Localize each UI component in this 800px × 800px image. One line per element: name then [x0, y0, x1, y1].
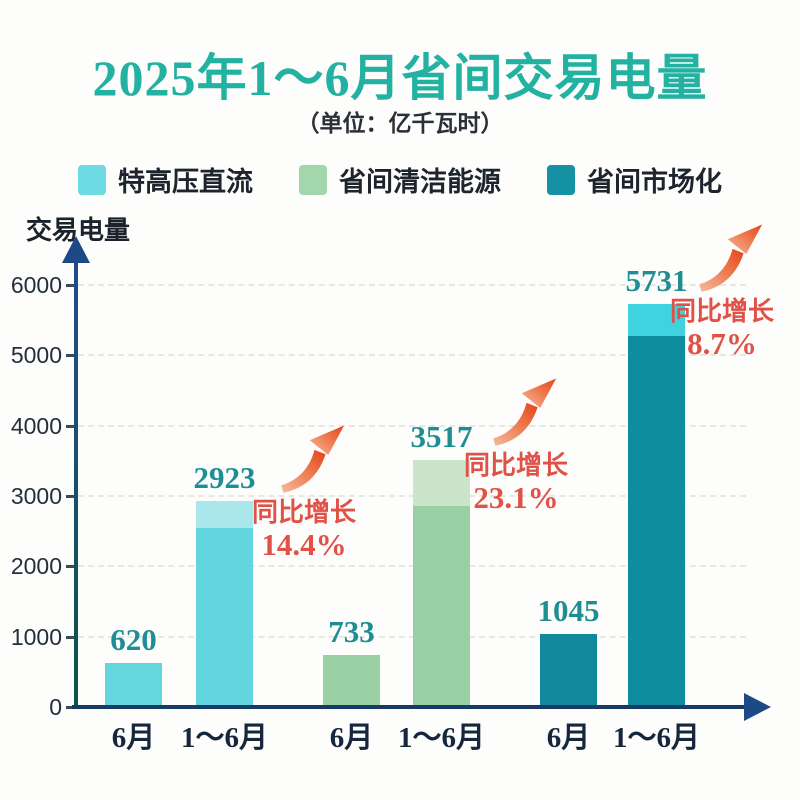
y-axis-tick	[66, 495, 74, 498]
legend: 特高压直流 省间清洁能源 省间市场化	[0, 160, 800, 199]
legend-label: 省间清洁能源	[339, 167, 501, 197]
growth-arrow-icon	[699, 224, 763, 292]
bar-top-segment	[413, 459, 470, 507]
y-axis-tick	[66, 354, 74, 358]
y-axis-tick-label: 0	[49, 694, 62, 720]
x-axis-label: 6月	[111, 722, 156, 754]
growth-arrow-icon	[281, 425, 345, 493]
bar-top-segment	[628, 303, 685, 337]
bar-value-label: 620	[110, 622, 157, 658]
bar-value-label: 5731	[625, 262, 688, 298]
y-axis-tick	[66, 706, 74, 709]
gridline	[78, 635, 746, 638]
legend-swatch-green	[299, 164, 327, 195]
legend-swatch-teal	[547, 164, 575, 195]
bar	[413, 459, 470, 707]
bar	[105, 663, 162, 707]
x-axis-label: 1～6月	[180, 722, 268, 754]
yoy-growth-percent: 23.1%	[473, 480, 559, 515]
legend-label: 特高压直流	[118, 167, 253, 197]
bar	[323, 655, 380, 707]
legend-item-uhv-dc: 特高压直流	[78, 160, 253, 199]
bar	[628, 303, 685, 707]
y-axis-tick	[66, 635, 74, 639]
gridline	[78, 495, 746, 497]
x-axis-label: 6月	[546, 722, 591, 754]
yoy-growth-annotation: 同比增长 23.1%	[426, 450, 606, 515]
y-axis-tick-label: 3000	[10, 483, 62, 509]
yoy-growth-text: 同比增长	[463, 451, 568, 480]
gridline	[78, 565, 746, 568]
yoy-growth-percent: 14.4%	[261, 527, 347, 562]
x-axis-label: 1～6月	[397, 722, 485, 754]
yoy-growth-percent: 8.7%	[687, 326, 757, 361]
bar	[540, 633, 597, 707]
y-axis-tick	[66, 565, 74, 569]
y-axis-tick	[66, 284, 74, 287]
growth-arrow-icon	[493, 378, 557, 446]
x-axis-line	[72, 705, 744, 709]
legend-item-clean-energy: 省间清洁能源	[299, 160, 501, 199]
bar-value-label: 3517	[410, 418, 473, 454]
legend-swatch-cyan	[78, 164, 106, 195]
yoy-growth-text: 同比增长	[251, 498, 356, 527]
y-axis-tick-label: 2000	[10, 553, 62, 580]
bar-value-label: 1045	[537, 592, 600, 628]
y-axis-tick-label: 4000	[10, 412, 62, 439]
yoy-growth-annotation: 同比增长 8.7%	[632, 296, 800, 361]
yoy-growth-text: 同比增长	[669, 297, 774, 326]
bar-value-label: 2923	[193, 460, 256, 496]
chart-title: 2025年1～6月省间交易电量	[92, 50, 708, 106]
gridline	[78, 284, 746, 286]
gridline	[78, 354, 746, 357]
legend-label: 省间市场化	[587, 167, 722, 197]
y-axis-tick-label: 6000	[10, 272, 62, 298]
bar-top-segment	[196, 501, 253, 529]
legend-item-marketized: 省间市场化	[547, 160, 722, 199]
x-axis-label: 1～6月	[612, 722, 700, 754]
yoy-growth-annotation: 同比增长 14.4%	[214, 497, 394, 562]
y-axis-tick-label: 5000	[10, 342, 62, 369]
gridline	[78, 424, 746, 427]
x-axis-label: 6月	[329, 722, 374, 754]
bar-value-label: 733	[328, 614, 375, 650]
y-axis-tick	[66, 424, 74, 428]
bar	[196, 501, 253, 707]
x-axis-arrow-icon	[744, 693, 771, 721]
chart-unit-note: （单位：亿千瓦时）	[296, 111, 504, 136]
y-axis-arrow-icon	[62, 236, 90, 263]
y-axis-line	[74, 254, 78, 708]
y-axis-tick-label: 1000	[10, 623, 62, 650]
